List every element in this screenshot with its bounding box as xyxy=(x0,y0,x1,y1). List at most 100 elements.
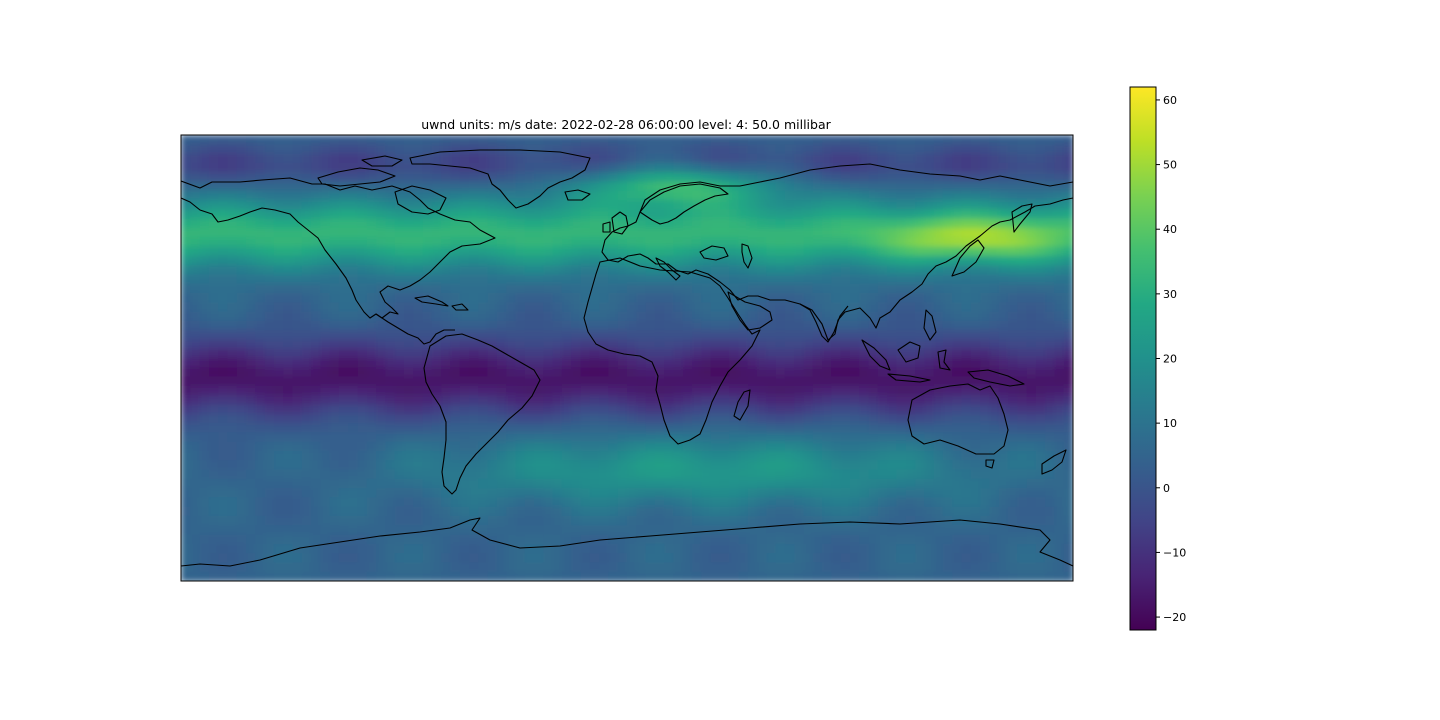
field-cell xyxy=(441,302,452,313)
field-cell xyxy=(915,395,925,406)
field-cell xyxy=(459,441,470,452)
field-cell xyxy=(515,534,526,545)
field-cell xyxy=(246,423,256,433)
field-cell xyxy=(515,385,526,396)
field-cell xyxy=(348,553,359,564)
field-cell xyxy=(617,265,628,275)
field-cell xyxy=(422,553,433,564)
field-cell xyxy=(692,320,702,331)
field-cell xyxy=(775,358,786,368)
field-cell xyxy=(1054,469,1065,480)
field-cell xyxy=(366,274,377,285)
field-cell xyxy=(496,553,507,564)
field-cell xyxy=(236,200,247,210)
field-cell xyxy=(961,227,972,238)
field-cell xyxy=(524,562,535,573)
field-cell xyxy=(338,181,349,192)
field-cell xyxy=(887,274,898,285)
field-cell xyxy=(413,274,424,285)
field-cell xyxy=(747,553,758,564)
field-cell xyxy=(255,144,266,155)
field-cell xyxy=(524,162,535,173)
field-cell xyxy=(766,423,777,433)
field-cell xyxy=(357,432,368,443)
field-cell xyxy=(487,209,498,220)
field-cell xyxy=(710,460,721,471)
field-cell xyxy=(645,311,656,322)
field-cell xyxy=(534,153,544,164)
field-cell xyxy=(1035,190,1046,201)
field-cell xyxy=(422,367,433,378)
field-cell xyxy=(1017,292,1028,303)
field-cell xyxy=(273,376,284,387)
field-cell xyxy=(850,358,860,368)
field-cell xyxy=(181,413,191,424)
field-cell xyxy=(952,348,963,359)
field-cell xyxy=(803,209,814,220)
field-cell xyxy=(422,395,433,406)
field-cell xyxy=(859,571,870,581)
field-cell xyxy=(1054,200,1065,210)
field-cell xyxy=(794,413,805,424)
field-cell xyxy=(905,302,916,313)
field-cell xyxy=(301,358,312,368)
field-cell xyxy=(338,441,349,452)
field-cell xyxy=(506,469,517,480)
field-cell xyxy=(571,302,582,313)
field-cell xyxy=(394,423,405,433)
field-cell xyxy=(218,162,229,173)
field-cell xyxy=(952,283,963,294)
field-cell xyxy=(329,385,340,396)
field-cell xyxy=(348,395,359,406)
field-cell xyxy=(552,172,563,183)
field-cell xyxy=(431,553,442,564)
field-cell xyxy=(915,385,925,396)
coastline-new-guinea xyxy=(967,369,1025,387)
field-cell xyxy=(413,460,424,471)
field-cell xyxy=(859,450,870,461)
field-cell xyxy=(766,153,777,164)
field-cell xyxy=(404,460,414,471)
field-cell xyxy=(859,553,870,564)
field-cell xyxy=(311,190,321,201)
field-cell xyxy=(524,450,535,461)
field-cell xyxy=(561,367,572,378)
field-cell xyxy=(366,255,377,266)
field-cell xyxy=(617,311,628,322)
coastline-baffin xyxy=(394,185,447,215)
field-cell xyxy=(868,302,879,313)
field-cell xyxy=(181,339,191,350)
field-cell xyxy=(692,423,702,433)
field-cell xyxy=(1035,543,1046,554)
field-cell xyxy=(859,255,870,266)
field-cell xyxy=(831,339,842,350)
field-cell xyxy=(859,227,870,238)
field-cell xyxy=(831,209,842,220)
field-cell xyxy=(692,358,702,368)
field-cell xyxy=(236,460,247,471)
field-cell xyxy=(255,450,266,461)
field-cell xyxy=(264,553,275,564)
field-cell xyxy=(366,227,377,238)
field-cell xyxy=(450,469,461,480)
field-cell xyxy=(459,450,470,461)
field-cell xyxy=(366,144,377,155)
colorbar-gradient xyxy=(1129,86,1157,631)
field-cell xyxy=(840,265,851,275)
field-cell xyxy=(915,571,925,581)
field-cell xyxy=(320,227,331,238)
field-cell xyxy=(571,497,582,508)
field-cell xyxy=(710,450,721,461)
field-cell xyxy=(859,358,870,368)
field-cell xyxy=(338,404,349,415)
field-cell xyxy=(255,348,266,359)
field-cell xyxy=(571,441,582,452)
field-cell xyxy=(190,200,201,210)
field-cell xyxy=(264,515,275,526)
field-cell xyxy=(738,376,749,387)
field-cell xyxy=(487,525,498,536)
field-cell xyxy=(784,246,795,257)
field-cell xyxy=(404,385,414,396)
field-cell xyxy=(376,246,387,257)
field-cell xyxy=(431,571,442,581)
